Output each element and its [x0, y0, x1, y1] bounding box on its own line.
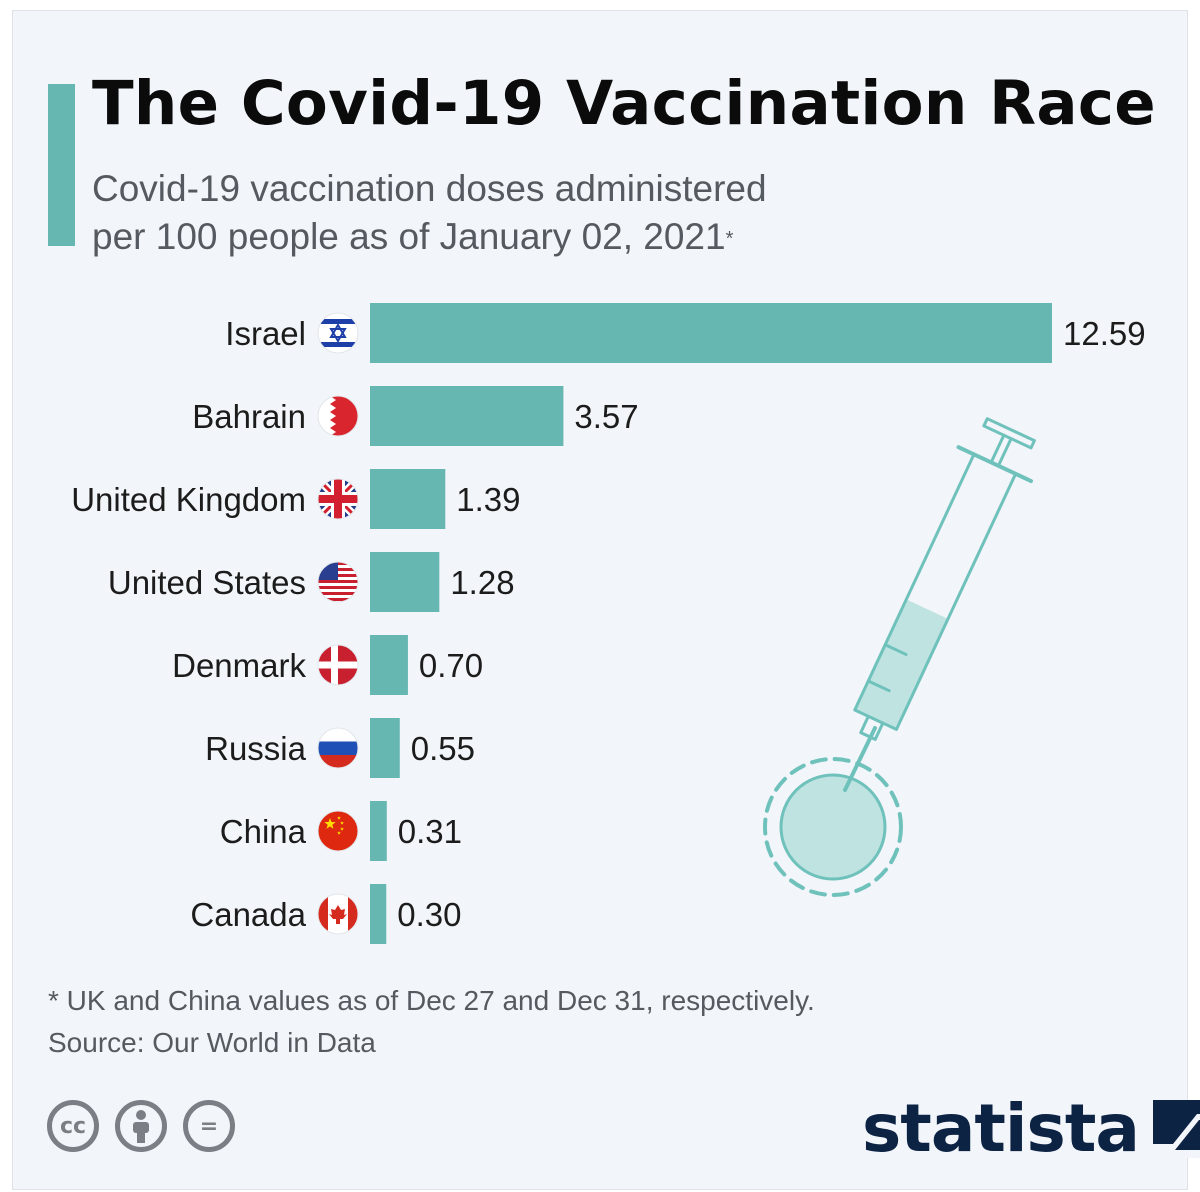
category-label: United States — [108, 564, 306, 601]
footnote: * UK and China values as of Dec 27 and D… — [48, 985, 815, 1016]
flag-border — [317, 561, 359, 603]
bar-row: Israel 12.59 — [225, 303, 1146, 363]
flag-part — [318, 495, 358, 503]
uk-flag-icon — [318, 479, 358, 519]
syringe-thumb-rest-icon — [982, 417, 1036, 450]
cc-icon[interactable]: cc — [47, 1100, 99, 1152]
bar — [370, 469, 446, 529]
bar-row: United States 1.28 — [108, 552, 515, 612]
flag-border — [317, 395, 359, 437]
title-accent-bar — [48, 84, 75, 246]
value-label: 1.39 — [456, 481, 520, 518]
bar — [370, 552, 440, 612]
star-of-david-icon — [329, 323, 347, 338]
flag-border — [317, 893, 359, 935]
flag-border — [317, 478, 359, 520]
bar-row: Russia 0.55 — [205, 718, 475, 778]
bahrain-flag-icon — [318, 396, 358, 436]
flag-part — [318, 741, 358, 755]
star-icon — [324, 818, 336, 829]
license-icons: cc = — [47, 1100, 235, 1152]
syringe-mark-icon — [866, 679, 891, 693]
flag-part — [318, 598, 358, 601]
category-label: Denmark — [172, 647, 306, 684]
flag-part — [318, 580, 358, 583]
infographic-card — [12, 10, 1188, 1190]
bar — [370, 884, 387, 944]
bar-row: Denmark 0.70 — [172, 635, 483, 695]
flag-part — [318, 755, 358, 768]
maple-leaf-icon — [329, 905, 347, 924]
star-of-david-icon — [329, 328, 347, 343]
syringe-plunger-icon — [996, 437, 1013, 468]
flag-part — [318, 728, 358, 742]
value-label: 0.31 — [398, 813, 462, 850]
syringe-flange-icon — [956, 445, 1034, 484]
bar — [370, 718, 400, 778]
value-label: 0.55 — [411, 730, 475, 767]
category-label: United Kingdom — [71, 481, 306, 518]
value-label: 0.30 — [397, 896, 461, 933]
value-label: 0.70 — [419, 647, 483, 684]
statista-logo[interactable]: statista — [862, 1090, 1200, 1167]
category-label: China — [220, 813, 307, 850]
flag-part — [318, 661, 358, 669]
flag-part — [318, 592, 358, 595]
star-icon — [340, 827, 344, 831]
bar-row: Canada 0.30 — [190, 884, 461, 944]
no-derivatives-icon[interactable]: = — [183, 1100, 235, 1152]
brand-name: statista — [862, 1090, 1140, 1167]
attribution-icon[interactable] — [115, 1100, 167, 1152]
bars-layer: Israel 12.59 Bahrain 3.57 United Kingdom 1.39… — [71, 303, 1146, 944]
flag-border — [317, 312, 359, 354]
flag-part — [318, 396, 336, 436]
subtitle-line-1: Covid-19 vaccination doses administered — [92, 168, 767, 209]
flag-part — [318, 342, 358, 347]
flag-part — [348, 894, 358, 934]
category-label: Canada — [190, 896, 306, 933]
subtitle-line-2-text: per 100 people as of January 02, 2021 — [92, 216, 726, 257]
drop-ring-icon — [763, 757, 903, 897]
category-label: Russia — [205, 730, 307, 767]
china-flag-icon — [318, 811, 358, 851]
bar — [370, 386, 564, 446]
value-label: 12.59 — [1063, 315, 1146, 352]
chart-subtitle: Covid-19 vaccination doses administered … — [92, 165, 992, 261]
canada-flag-icon — [318, 894, 358, 934]
category-label: Israel — [225, 315, 306, 352]
bar — [370, 801, 387, 861]
israel-flag-icon — [318, 313, 358, 353]
syringe-illustration — [763, 417, 1036, 897]
flag-part — [318, 319, 358, 324]
flag-part — [318, 586, 358, 589]
value-label: 3.57 — [574, 398, 638, 435]
syringe-plunger-icon — [989, 433, 1006, 464]
syringe-mark-icon — [883, 643, 908, 656]
flag-part — [318, 894, 328, 934]
drop-circle-icon — [779, 773, 887, 881]
subtitle-footnote-mark: * — [725, 228, 734, 250]
category-label: Bahrain — [192, 398, 306, 435]
flag-border — [317, 644, 359, 686]
bar-row: China 0.31 — [220, 801, 462, 861]
source-note: Source: Our World in Data — [48, 1027, 376, 1058]
chart-title: The Covid-19 Vaccination Race — [92, 68, 1156, 139]
bar — [370, 303, 1052, 363]
bar-row: United Kingdom 1.39 — [71, 469, 521, 529]
bar-row: Bahrain 3.57 — [192, 386, 639, 446]
syringe-fluid-icon — [854, 599, 949, 730]
star-icon — [340, 821, 344, 825]
russia-flag-icon — [318, 728, 358, 768]
person-icon — [133, 1110, 149, 1143]
star-icon — [337, 816, 341, 820]
statista-mark-icon — [1152, 1099, 1200, 1158]
denmark-flag-icon — [318, 645, 358, 685]
flag-border — [317, 810, 359, 852]
value-label: 1.28 — [450, 564, 514, 601]
subtitle-line-2: per 100 people as of January 02, 2021* — [92, 213, 992, 261]
bar — [370, 635, 408, 695]
star-icon — [337, 831, 341, 835]
flag-border — [317, 727, 359, 769]
